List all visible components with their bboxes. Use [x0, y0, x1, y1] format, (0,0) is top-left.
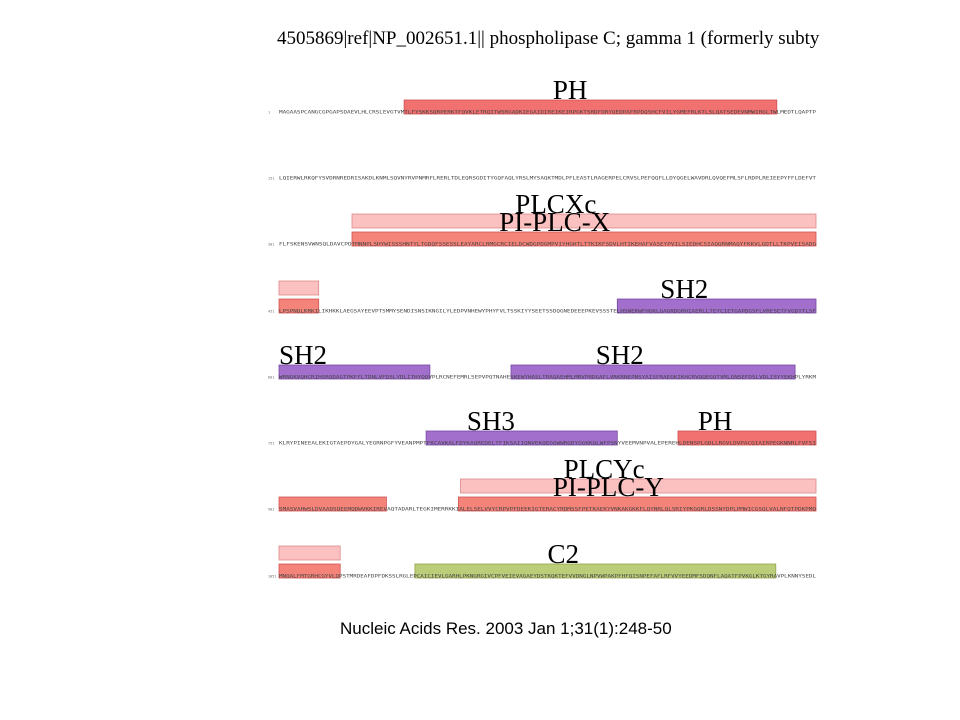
sequence-row: SH2 SH2 601 WRNGKVQHCRIHSRQDAGTPKFFLTDNLVFD… [268, 340, 817, 380]
row-number: 301 [268, 243, 274, 247]
domain-label-sh2: SH2 [596, 340, 644, 370]
domain-bar-sh2 [278, 364, 431, 380]
domain-bar-pi-plc-y [457, 496, 817, 512]
sequence-rows: PH 1 MAGAASPCANGCGPGAPSDAEVLHLCRSLEVGTVMTL… [268, 75, 817, 579]
domain-bar-pi-plc-x [351, 231, 817, 247]
domain-bar [278, 280, 320, 296]
sequence-text: LQIERWLRKQFYSVDRNREDRISAKDLKNMLSQVNYRVPN… [279, 176, 817, 181]
domain-label-sh3: SH3 [467, 406, 515, 436]
row-number: 1 [268, 111, 270, 115]
sequence-text: WRNGKVQHCRIHSRQDAGTPKFFLTDNLVFDSLYDLITHY… [279, 375, 817, 380]
domain-label-ph: PH [698, 406, 733, 436]
row-number: 901 [268, 508, 274, 512]
domain-label-pi-plc-x: PI-PLC-X [499, 207, 611, 237]
domain-bar [278, 545, 341, 561]
domain-bar-sh2 [616, 298, 817, 314]
row-number: 751 [268, 442, 274, 446]
domain-bar [278, 298, 320, 314]
domain-bar [278, 563, 341, 579]
sequence-text: MNQALFMTGRHCGYVLQPSTMRDEAFDPFDKSSLRGLEPC… [279, 574, 817, 579]
domain-label-plcxc: PLCXc [515, 189, 596, 219]
sequence-text: MAGAASPCANGCGPGAPSDAEVLHLCRSLEVGTVMTLFYS… [279, 110, 817, 115]
domain-bar-c2 [414, 563, 777, 579]
row-number: 601 [268, 376, 274, 380]
sequence-row: SH2 451 LPSPNQLKRKILIKHKKLAEGSAYEEVPTSMMYS… [268, 274, 817, 314]
domain-bar-ph [403, 99, 778, 115]
sequence-text: KLRYPINEEALEKIGTAEPDYGALYEGRNPGFYVEANPMP… [279, 441, 817, 446]
domain-bar-plcyc [460, 478, 817, 494]
domain-bar [278, 496, 387, 512]
domain-label-pi-plc-y: PI-PLC-Y [553, 472, 664, 502]
domain-label-plcyc: PLCYc [564, 454, 645, 484]
sequence-row: 151 LQIERWLRKQFYSVDRNREDRISAKDLKNMLSQVNYR… [268, 176, 817, 181]
citation-caption: Nucleic Acids Res. 2003 Jan 1;31(1):248-… [340, 619, 672, 638]
sequence-text: SMASVAHWSLDVAADSQEEMQDWVKKIREVAQTADARLTE… [279, 507, 817, 512]
sequence-row: PH 1 MAGAASPCANGCGPGAPSDAEVLHLCRSLEVGTVMTL… [268, 75, 817, 115]
domain-label-c2: C2 [548, 539, 580, 569]
domain-bar-ph [677, 430, 817, 446]
domain-label-sh2: SH2 [279, 340, 327, 370]
protein-title: 4505869|ref|NP_002651.1|| phospholipase … [277, 28, 820, 49]
domain-bar-plcxc [351, 213, 817, 229]
row-number: 1051 [268, 575, 276, 579]
sequence-text: FLFSKENSVWNSQLDAVCPDTMNNPLSHYWISSSHNTYLT… [279, 242, 817, 247]
sequence-row: C2 1051 MNQALFMTGRHCGYVLQPSTMRDEAFDPFDKSSL… [268, 539, 817, 579]
row-number: 451 [268, 310, 274, 314]
domain-bar-sh3 [425, 430, 618, 446]
row-number: 151 [268, 177, 274, 181]
sequence-text: LPSPNQLKRKILIKHKKLAEGSAYEEVPTSMMYSENDISN… [279, 309, 817, 314]
domain-label-sh2: SH2 [660, 274, 708, 304]
domain-bar-sh2 [510, 364, 796, 380]
sequence-row: SH3 PH 751 KLRYPINEEALEKIGTAEPDYGALYEGRNPGF… [268, 406, 817, 446]
domain-label-ph: PH [553, 75, 588, 105]
